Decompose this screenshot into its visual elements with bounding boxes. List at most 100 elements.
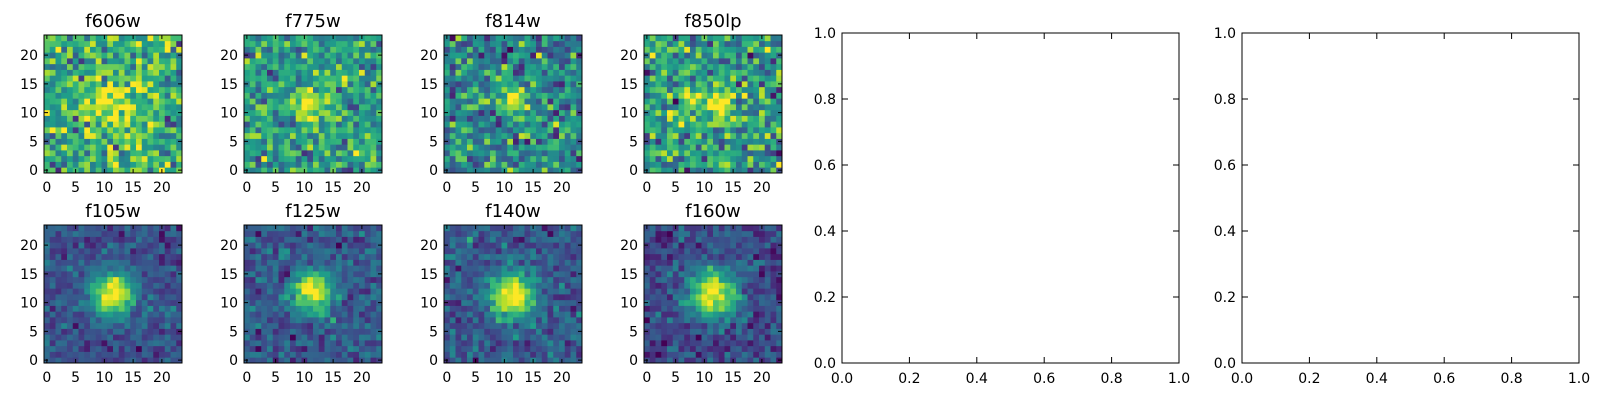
heatmap-cell — [359, 155, 366, 162]
heatmap-cell — [667, 132, 674, 139]
axes-frame — [443, 224, 583, 364]
heatmap-cell — [564, 265, 571, 272]
heatmap-cell — [741, 230, 748, 237]
heatmap-cell — [541, 225, 548, 232]
heatmap-cell — [553, 63, 560, 70]
heatmap-cell — [736, 127, 743, 134]
heatmap-cell — [559, 161, 566, 168]
heatmap-cell — [55, 265, 62, 272]
heatmap-cell — [164, 35, 171, 42]
heatmap-cell — [736, 40, 743, 47]
heatmap-cell — [118, 299, 125, 306]
heatmap-cell — [536, 242, 543, 249]
heatmap-cell — [324, 127, 331, 134]
heatmap-cell — [136, 334, 143, 341]
heatmap-cell — [130, 351, 137, 358]
heatmap-cell — [176, 340, 183, 347]
heatmap-cell — [444, 253, 451, 260]
heatmap-cell — [341, 334, 348, 341]
heatmap-cell — [684, 115, 691, 122]
heatmap-cell — [249, 357, 256, 364]
heatmap-cell — [576, 161, 583, 168]
heatmap-cell — [741, 127, 748, 134]
heatmap-cell — [478, 69, 485, 76]
heatmap-cell — [141, 236, 148, 243]
heatmap-cell — [295, 58, 302, 65]
heatmap-cell — [684, 161, 691, 168]
heatmap-cell — [267, 63, 274, 70]
heatmap-cell — [576, 86, 583, 93]
heatmap-cell — [672, 81, 679, 88]
heatmap-cell — [764, 259, 771, 266]
heatmap-cell — [564, 230, 571, 237]
heatmap-cell — [518, 98, 525, 105]
heatmap-cell — [301, 230, 308, 237]
heatmap-cell — [61, 150, 68, 157]
heatmap-cell — [741, 81, 748, 88]
heatmap-cell — [113, 288, 120, 295]
heatmap-cell — [513, 35, 520, 42]
heatmap-cell — [55, 92, 62, 99]
heatmap-cell — [255, 345, 262, 352]
heatmap-cell — [353, 328, 360, 335]
heatmap-cell — [244, 345, 251, 352]
heatmap-cell — [472, 271, 479, 278]
heatmap-cell — [564, 98, 571, 105]
heatmap-cell — [136, 104, 143, 111]
heatmap-cell — [49, 322, 56, 329]
heatmap-cell — [690, 81, 697, 88]
heatmap-cell — [770, 127, 777, 134]
heatmap-cell — [547, 242, 554, 249]
heatmap-cell — [524, 40, 531, 47]
heatmap-cell — [467, 248, 474, 255]
heatmap-cell — [536, 236, 543, 243]
heatmap-cell — [707, 138, 714, 145]
heatmap-cell — [513, 155, 520, 162]
heatmap-cell — [301, 276, 308, 283]
heatmap-cell — [667, 271, 674, 278]
heatmap-cell — [570, 52, 577, 59]
heatmap-cell — [444, 104, 451, 111]
heatmap-cell — [244, 104, 251, 111]
heatmap-cell — [495, 294, 502, 301]
x-tick-label: 0.2 — [898, 371, 920, 387]
heatmap-cell — [164, 75, 171, 82]
heatmap-cell — [147, 265, 154, 272]
heatmap-cell — [118, 322, 125, 329]
heatmap-cell — [564, 75, 571, 82]
heatmap-cell — [759, 63, 766, 70]
heatmap-cell — [776, 69, 783, 76]
heatmap-cell — [313, 150, 320, 157]
x-tick-label: 10 — [495, 370, 513, 386]
heatmap-cell — [307, 115, 314, 122]
heatmap-cell — [541, 92, 548, 99]
heatmap-cell — [455, 351, 462, 358]
heatmap-cell — [330, 305, 337, 312]
heatmap-cell — [741, 58, 748, 65]
heatmap-cell — [455, 138, 462, 145]
heatmap-cell — [324, 322, 331, 329]
heatmap-cell — [764, 236, 771, 243]
heatmap-cell — [318, 86, 325, 93]
heatmap-cell — [730, 351, 737, 358]
heatmap-cell — [364, 58, 371, 65]
heatmap-cell — [124, 253, 131, 260]
heatmap-cell — [553, 121, 560, 128]
heatmap-cell — [176, 132, 183, 139]
heatmap-cell — [690, 161, 697, 168]
heatmap-cell — [667, 236, 674, 243]
heatmap-cell — [113, 81, 120, 88]
heatmap-cell — [707, 253, 714, 260]
heatmap-cell — [78, 138, 85, 145]
heatmap-cell — [353, 322, 360, 329]
heatmap-cell — [684, 259, 691, 266]
heatmap-cell — [159, 299, 166, 306]
heatmap-cell — [261, 265, 268, 272]
heatmap-cell — [570, 155, 577, 162]
heatmap-cell — [649, 35, 656, 42]
heatmap-cell — [255, 75, 262, 82]
heatmap-cell — [272, 259, 279, 266]
heatmap-cell — [101, 75, 108, 82]
heatmap-cell — [78, 345, 85, 352]
heatmap-cell — [153, 334, 160, 341]
